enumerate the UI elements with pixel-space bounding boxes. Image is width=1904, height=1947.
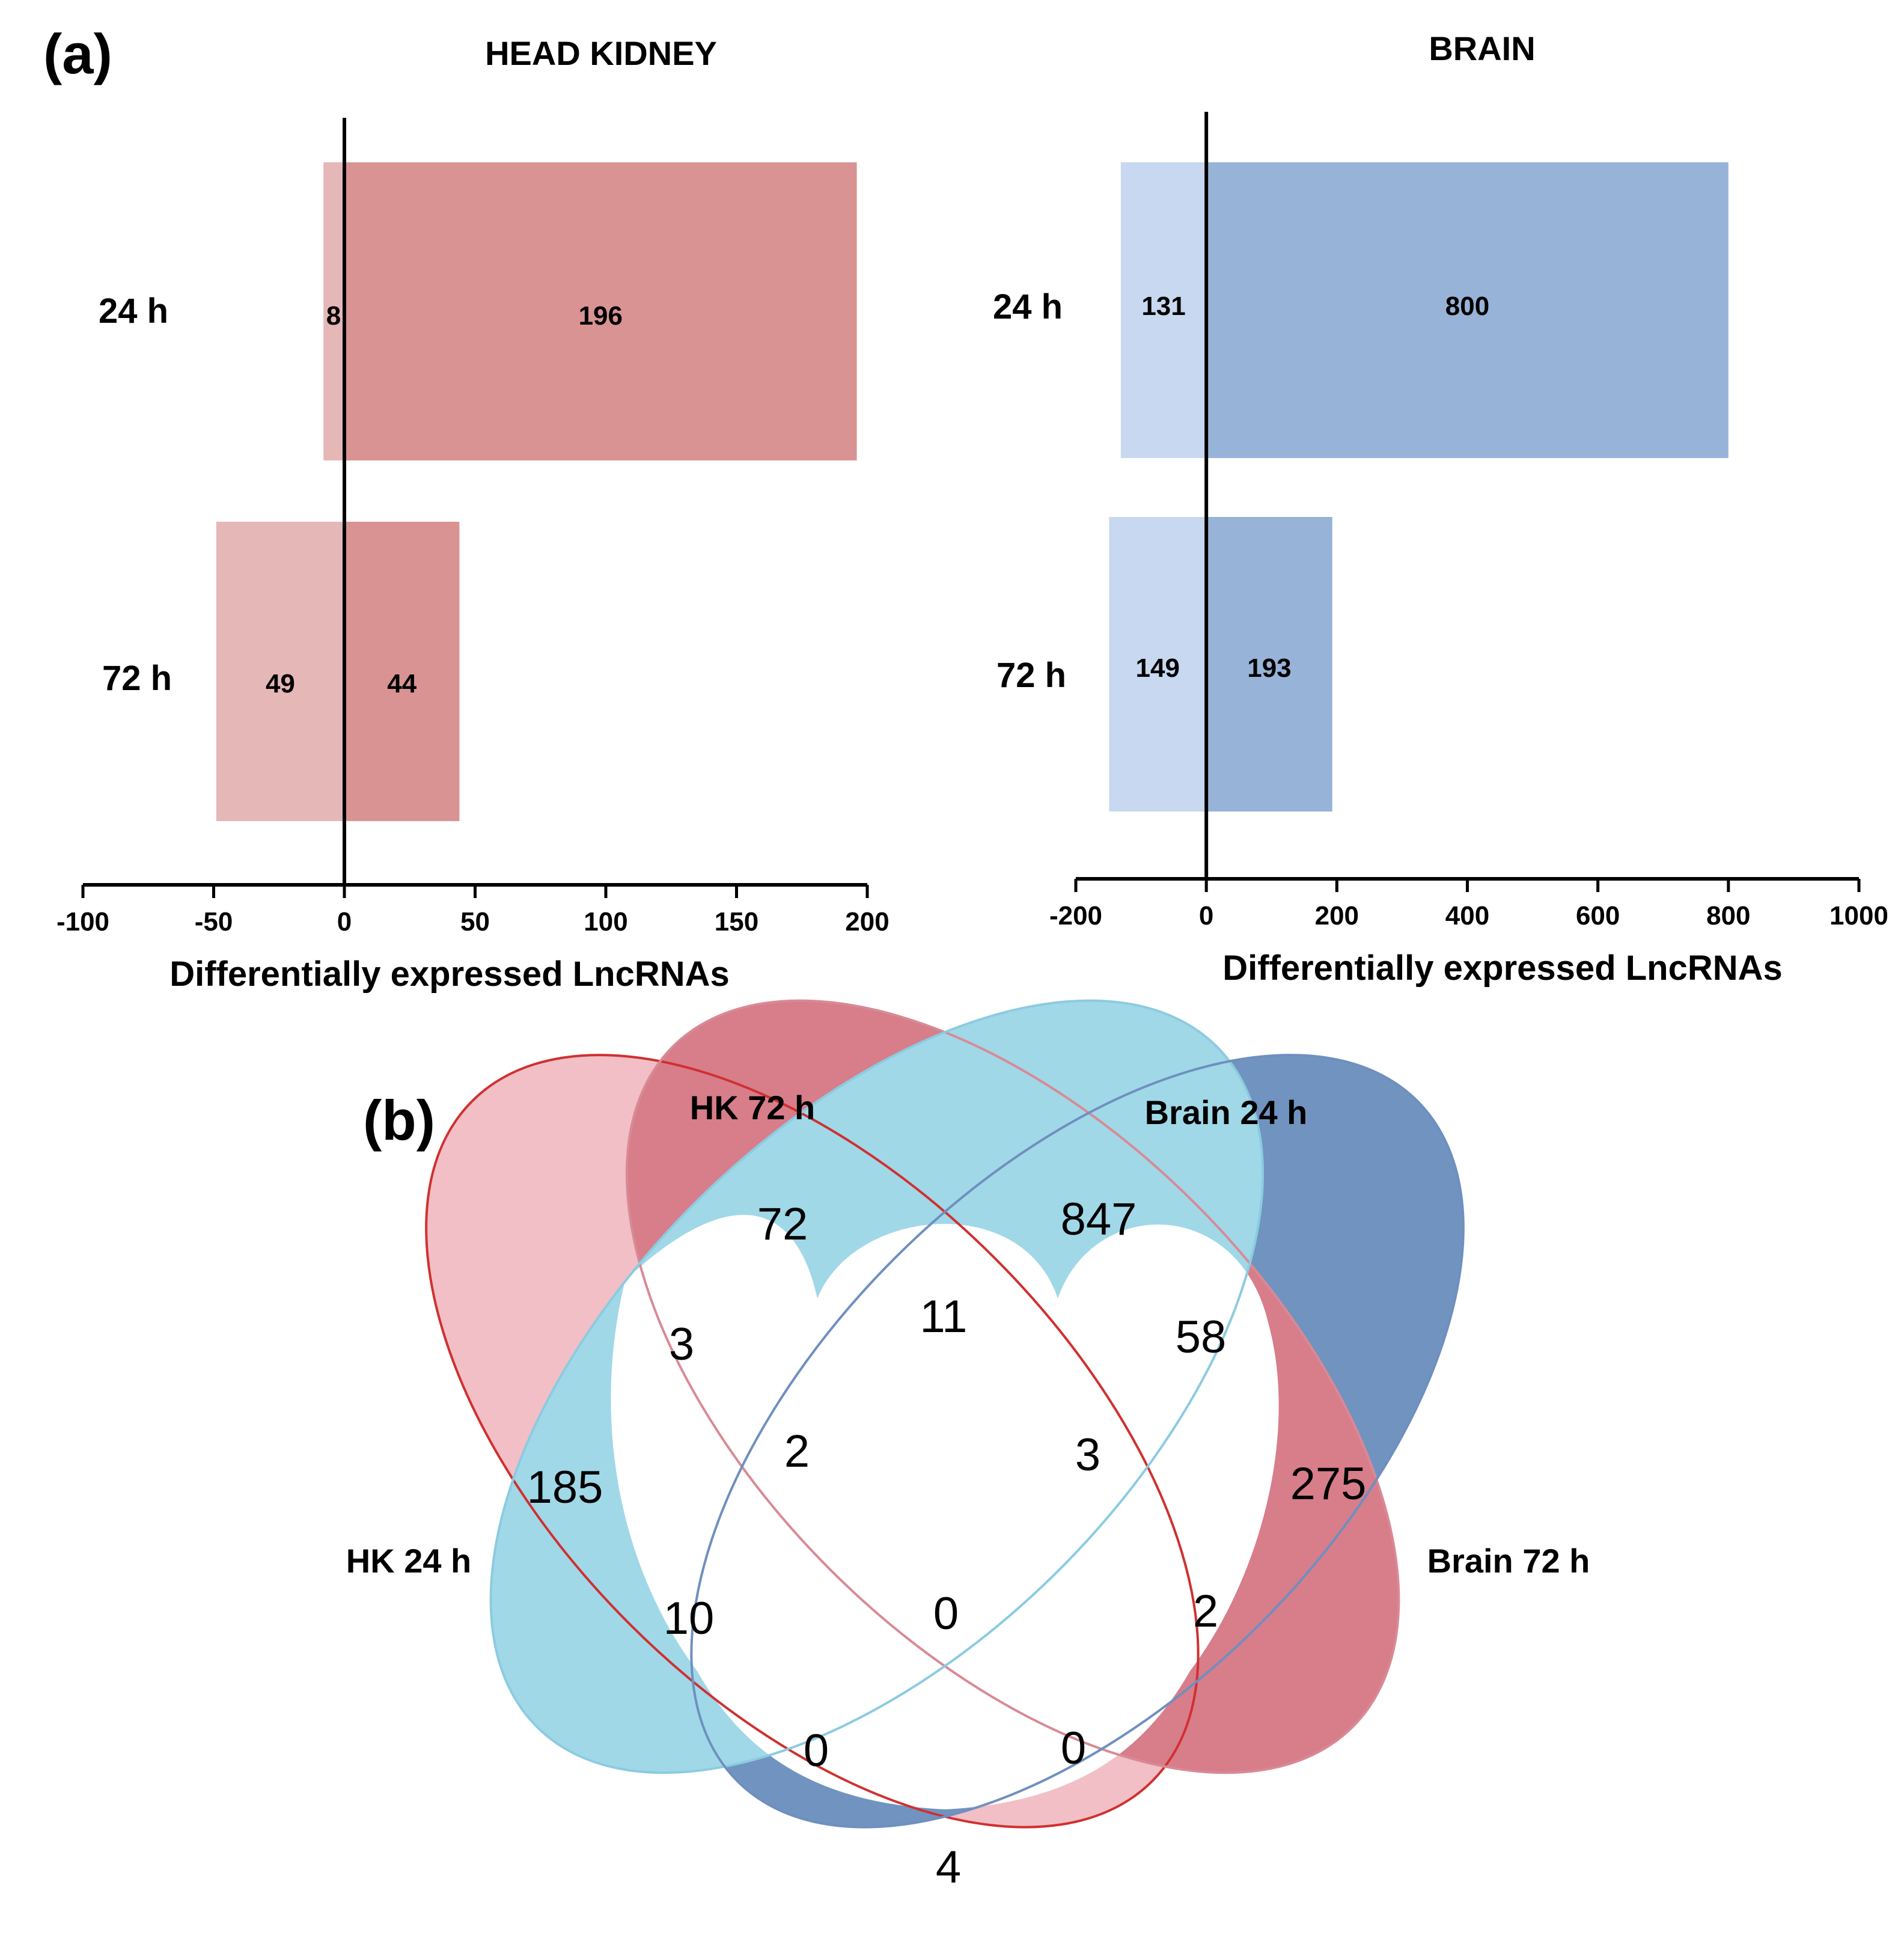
venn-count-all-four: 0 — [933, 1588, 959, 1639]
br-x-tick-label: 400 — [1445, 901, 1489, 931]
hk-x-tick-label: 200 — [845, 907, 889, 937]
brain-category-label-72h: 72 h — [996, 656, 1066, 695]
venn-outline-brain-72h — [690, 1054, 1465, 1829]
hk-x-tick-label: 50 — [460, 907, 490, 937]
hk-value-label-down-24h: 8 — [326, 301, 341, 331]
hk-x-tick-label: 150 — [715, 907, 758, 937]
brain-value-label-up-24h: 800 — [1445, 292, 1489, 321]
hk-category-label-72h: 72 h — [102, 659, 172, 698]
panel-label-a: (a) — [43, 22, 112, 85]
brain-bar-down-72h — [1109, 517, 1207, 812]
br-x-tick-label: 800 — [1706, 901, 1750, 931]
br-x-tick-label: 200 — [1315, 901, 1359, 931]
panel-label-b: (b) — [363, 1089, 435, 1152]
hk-x-tick-label: -100 — [56, 907, 109, 937]
venn-count-hk72-brain72: 2 — [1193, 1586, 1218, 1637]
venn-count-hk24-hk72-brain72: 0 — [1061, 1723, 1086, 1774]
head-kidney-title: HEAD KIDNEY — [485, 34, 717, 72]
venn-outline-brain-24h — [489, 999, 1265, 1774]
venn-count-hk72-brain24-brain72: 3 — [1075, 1429, 1100, 1481]
venn-outline-hk-24h — [425, 1054, 1200, 1829]
hk-x-tick-label: 0 — [337, 907, 352, 937]
hk-value-label-up-24h: 196 — [579, 301, 623, 331]
brain-title: BRAIN — [1429, 29, 1535, 67]
venn-inner-white — [611, 1214, 1279, 1809]
brain-category-label-24h: 24 h — [993, 287, 1063, 326]
venn-count-hk24-hk72: 3 — [669, 1319, 694, 1370]
venn-label-brain-24h: Brain 24 h — [1145, 1093, 1308, 1131]
venn-label-hk-24h: HK 24 h — [346, 1542, 472, 1580]
hk-x-tick-label: 100 — [584, 907, 627, 937]
venn-count-brain72-only: 275 — [1290, 1458, 1367, 1509]
br-x-tick-label: -200 — [1049, 901, 1102, 931]
venn-count-hk24-only: 185 — [527, 1462, 603, 1513]
br-x-tick-label: 1000 — [1829, 901, 1888, 931]
brain-bar-down-24h — [1120, 162, 1207, 458]
venn-label-brain-72h: Brain 72 h — [1427, 1542, 1590, 1580]
brain-value-label-up-72h: 193 — [1247, 653, 1291, 683]
br-x-tick-label: 600 — [1576, 901, 1620, 931]
brain-x-axis-title: Differentially expressed LncRNAs — [1222, 949, 1783, 988]
venn-count-hk72-only: 72 — [757, 1199, 808, 1250]
venn-outline-hk-72h — [625, 999, 1400, 1774]
hk-value-label-up-72h: 44 — [387, 669, 416, 698]
head-kidney-chart: HEAD KIDNEY 24 h 72 h 8 196 49 44 -100 -5… — [56, 34, 889, 994]
br-x-tick-label: 0 — [1199, 901, 1213, 931]
brain-bar-up-24h — [1206, 162, 1729, 458]
venn-count-hk24-hk72-brain24: 2 — [784, 1426, 810, 1477]
venn-count-hk72-brain24: 11 — [920, 1291, 968, 1342]
brain-bar-up-72h — [1206, 517, 1332, 812]
hk-value-label-down-72h: 49 — [266, 669, 295, 698]
venn-count-hk24-brain24-brain72: 0 — [804, 1725, 829, 1776]
venn-count-brain24-brain72: 58 — [1176, 1312, 1227, 1363]
hk-bar-down-72h — [216, 522, 344, 821]
hk-bar-up-24h — [344, 162, 857, 460]
brain-value-label-down-72h: 149 — [1136, 653, 1180, 683]
venn-count-hk24-brain24: 10 — [664, 1593, 715, 1644]
venn-diagram: HK 72 h Brain 24 h HK 24 h Brain 72 h 72… — [346, 999, 1590, 1893]
hk-x-tick-label: -50 — [195, 907, 233, 937]
hk-bar-down-24h — [323, 162, 344, 460]
hk-category-label-24h: 24 h — [99, 292, 168, 331]
brain-chart: BRAIN 24 h 72 h 131 800 149 193 -200 0 200… — [993, 29, 1888, 988]
hk-bar-up-72h — [344, 522, 460, 821]
hk-x-axis-title: Differentially expressed LncRNAs — [169, 955, 730, 994]
venn-count-brain24-only: 847 — [1061, 1194, 1137, 1245]
brain-value-label-down-24h: 131 — [1141, 292, 1185, 321]
venn-count-hk24-brain72: 4 — [936, 1842, 961, 1893]
venn-label-hk-72h: HK 72 h — [690, 1089, 816, 1126]
